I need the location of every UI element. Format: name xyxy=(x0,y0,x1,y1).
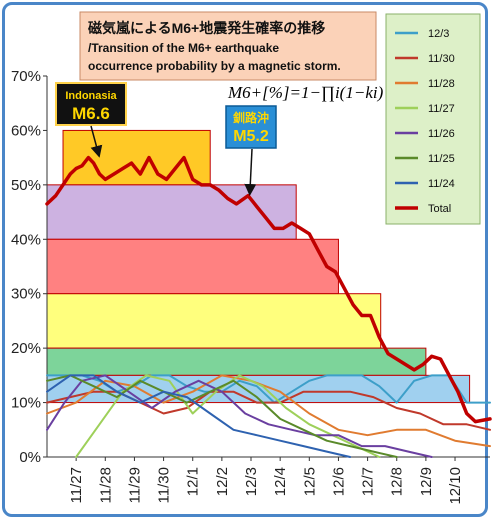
x-tick-label: 11/27 xyxy=(68,467,85,503)
y-tick-label: 0% xyxy=(19,449,41,466)
x-tick-label: 11/29 xyxy=(126,467,143,503)
y-tick-label: 70% xyxy=(11,68,41,85)
legend-label: 11/24 xyxy=(428,178,455,190)
legend-label: Total xyxy=(428,203,451,215)
annotation-kushiro-line2: M5.2 xyxy=(233,128,269,145)
series-line-11-25 xyxy=(46,374,398,458)
series-line-11-28 xyxy=(46,374,491,448)
band-3 xyxy=(46,293,382,349)
annotation-indonesia-arrow xyxy=(90,125,103,158)
x-tick-label: 12/1 xyxy=(185,467,202,496)
legend-label: 11/28 xyxy=(428,78,455,90)
chart-title: 磁気嵐によるM6+地震発生確率の推移 xyxy=(88,20,325,36)
legend-label: 12/3 xyxy=(428,28,449,40)
legend-label: 11/25 xyxy=(428,153,455,165)
axes xyxy=(43,75,490,461)
x-tick-label: 12/2 xyxy=(214,467,231,496)
annotation-kushiro: 釧路沖 M5.2 xyxy=(225,105,277,196)
x-tick-label: 11/30 xyxy=(156,467,173,503)
annotation-indonesia: Indonasia M6.6 xyxy=(55,82,127,158)
x-tick-label: 11/28 xyxy=(97,467,114,503)
x-tick-label: 12/10 xyxy=(447,467,464,505)
series-line-12-3 xyxy=(46,374,491,404)
chart-subtitle-1: /Transition of the M6+ earthquake xyxy=(88,41,279,55)
legend-label: 11/26 xyxy=(428,128,455,140)
x-tick-label: 12/8 xyxy=(389,467,406,496)
band-2 xyxy=(46,238,339,295)
chart-subtitle-2: occurrence probability by a magnetic sto… xyxy=(88,59,341,73)
y-tick-label: 20% xyxy=(11,340,41,357)
y-tick-label: 30% xyxy=(11,286,41,303)
band-0 xyxy=(62,129,211,186)
series-line-11-24 xyxy=(46,374,352,458)
x-tick-label: 12/6 xyxy=(330,467,347,496)
annotation-kushiro-arrow xyxy=(244,148,257,196)
band-1 xyxy=(46,184,297,240)
annotation-indonesia-line2: M6.6 xyxy=(72,104,110,123)
band-4 xyxy=(46,347,427,376)
x-tick-label: 12/3 xyxy=(243,467,260,496)
x-tick-label: 12/7 xyxy=(360,467,377,496)
y-tick-label: 10% xyxy=(11,395,41,412)
y-tick-label: 40% xyxy=(11,231,41,248)
x-tick-labels: 11/27 11/28 11/29 11/30 12/1 12/2 12/3 12/4 12/5… xyxy=(68,467,464,505)
annotation-kushiro-line1: 釧路沖 xyxy=(232,110,269,125)
title-box: 磁気嵐によるM6+地震発生確率の推移 /Transition of the M6… xyxy=(79,11,377,81)
annotation-indonesia-line1: Indonasia xyxy=(65,90,117,102)
y-tick-label: 50% xyxy=(11,177,41,194)
legend-label: 11/30 xyxy=(428,53,455,65)
x-tick-label: 12/9 xyxy=(418,467,435,496)
series-lines xyxy=(45,155,492,458)
series-line-total xyxy=(45,155,492,424)
y-tick-label: 60% xyxy=(11,122,41,139)
legend-label: 11/27 xyxy=(428,103,455,115)
formula-text: M6+[%]=1−∏i(1−ki) xyxy=(227,83,384,102)
x-tick-label: 12/4 xyxy=(272,467,289,496)
y-tick-labels: 0% 10% 20% 30% 40% 50% 60% 70% xyxy=(11,68,41,466)
legend: 12/3 11/30 11/28 11/27 11/26 11/25 11/24 Total xyxy=(385,13,481,225)
series-line-11-26 xyxy=(46,374,433,458)
x-tick-label: 12/5 xyxy=(301,467,318,496)
